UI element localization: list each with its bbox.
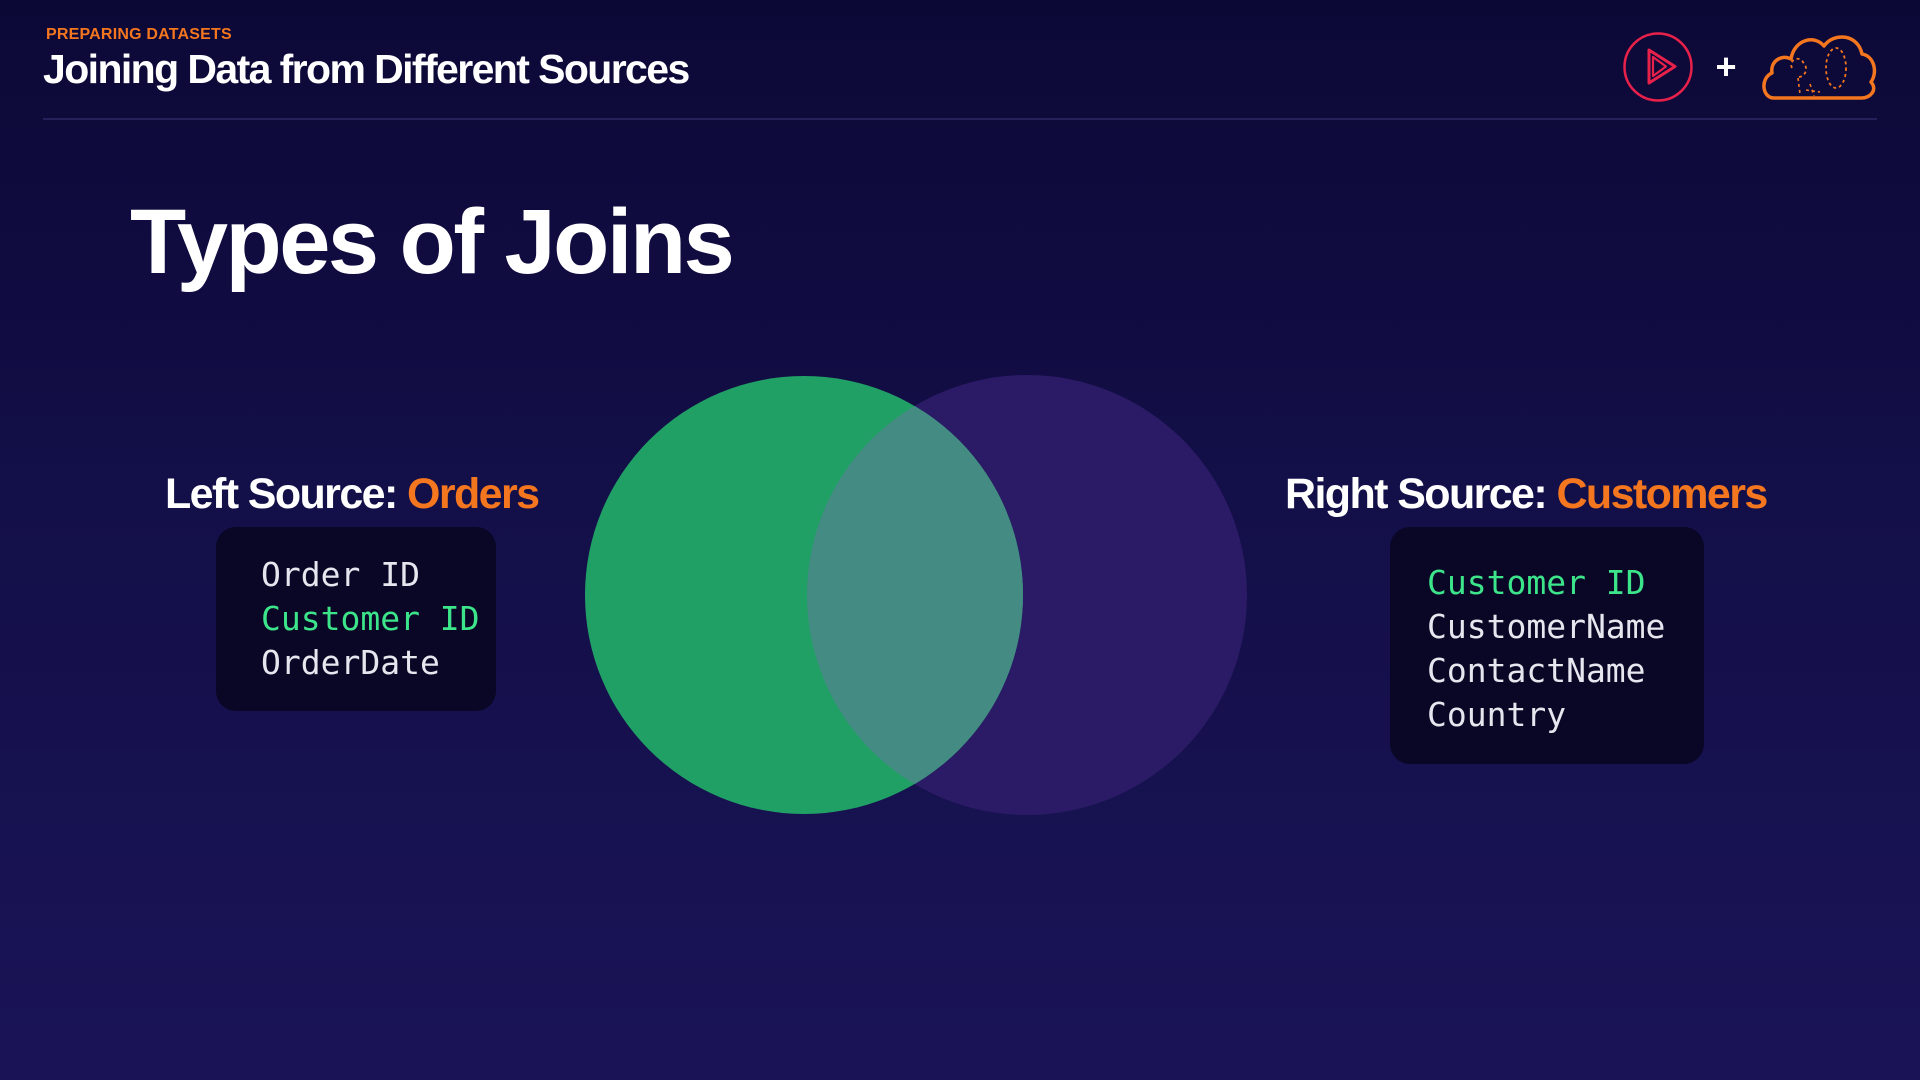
left-fields-card: Order ID Customer ID OrderDate — [216, 527, 496, 711]
play-logo-icon — [1623, 32, 1693, 102]
header-divider — [43, 118, 1877, 120]
left-source-name: Orders — [407, 470, 540, 518]
right-source-label: Right Source: Customers — [1285, 470, 1768, 519]
plus-sign: + — [1715, 46, 1737, 87]
field-name: ContactName — [1427, 651, 1646, 690]
field-name: Country — [1427, 695, 1567, 734]
field-name: OrderDate — [261, 643, 440, 682]
left-source-prefix: Left Source: — [165, 470, 408, 518]
right-source-prefix: Right Source: — [1285, 470, 1557, 518]
key-field: Customer ID — [261, 599, 480, 638]
header-title: Joining Data from Different Sources — [43, 46, 690, 92]
cloud-logo-icon — [1762, 35, 1877, 100]
field-name: Order ID — [261, 555, 420, 594]
set-overlap — [807, 376, 1023, 814]
field-name: CustomerName — [1427, 607, 1666, 646]
kicker-label: PREPARING DATASETS — [46, 26, 232, 43]
left-source-label: Left Source: Orders — [165, 470, 540, 519]
right-fields-card: Customer ID CustomerName ContactName Countr… — [1390, 527, 1704, 764]
right-source-name: Customers — [1556, 470, 1768, 518]
slide-title: Types of Joins — [130, 191, 735, 293]
key-field: Customer ID — [1427, 563, 1646, 602]
